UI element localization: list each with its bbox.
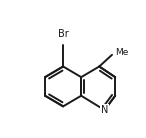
Text: N: N (101, 105, 108, 115)
Text: Me: Me (115, 48, 129, 57)
Text: Br: Br (58, 29, 68, 39)
